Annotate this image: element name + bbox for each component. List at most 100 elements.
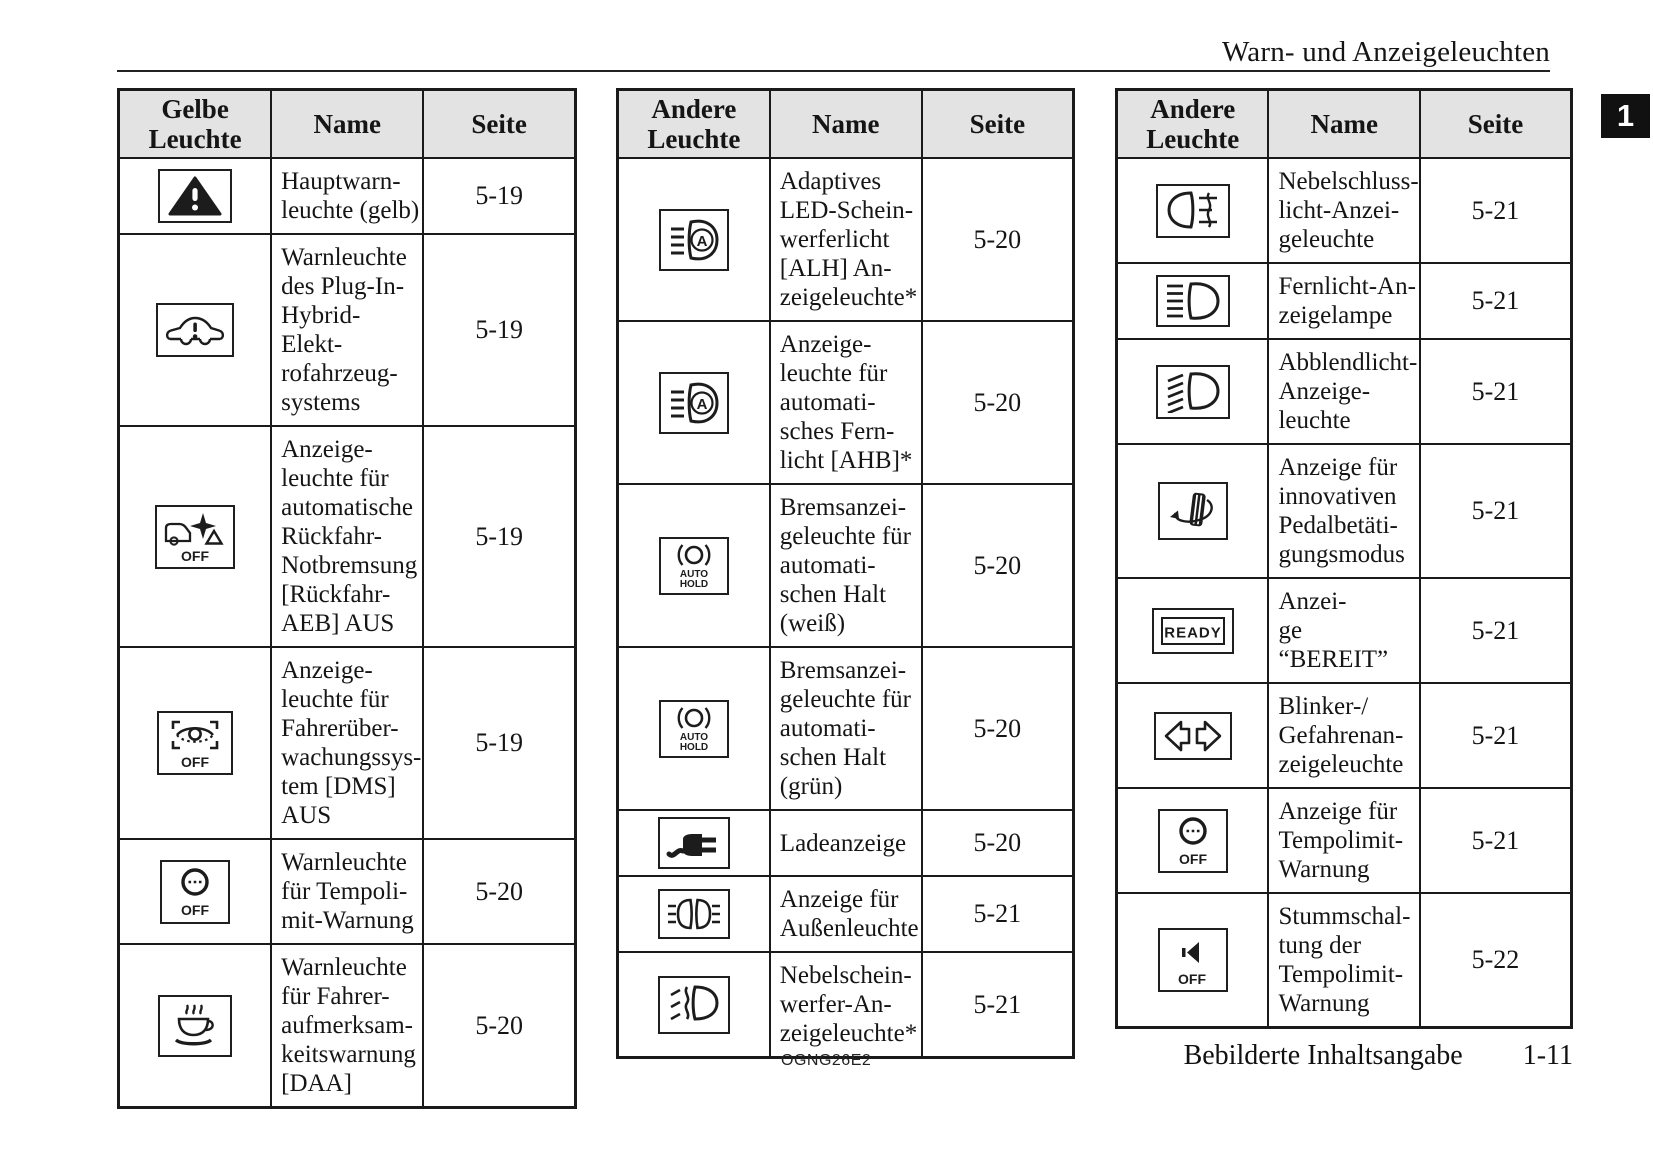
- rear-fog-light-icon: [1155, 183, 1230, 238]
- table-row: AUTO HOLD Bremsanzei- geleuchte für automa…: [616, 646, 1075, 811]
- svg-text:AUTO: AUTO: [680, 732, 708, 743]
- page-ref: 5-21: [1418, 577, 1573, 684]
- table-row: READY Anzei- ge “BEREIT” 5-21: [1115, 577, 1573, 684]
- lights-table: Andere Leuchte Name Seite Nebelschluss- lic…: [1115, 88, 1573, 1029]
- footer-section-label: Bebilderte Inhaltsangabe: [1183, 1040, 1463, 1071]
- table-row: Ladeanzeige 5-20: [616, 809, 1075, 877]
- icon-cell: [117, 157, 273, 235]
- icon-cell: [616, 809, 771, 877]
- page-ref: 5-20: [920, 809, 1075, 877]
- other-lights-table-right: Andere Leuchte Name Seite Nebelschluss- lic…: [1115, 88, 1573, 1029]
- table-row: Abblendlicht- Anzeige- leuchte 5-21: [1115, 338, 1573, 445]
- icon-cell: [616, 875, 771, 953]
- light-name: Warnleuchte für Fahrer- aufmerksam- keit…: [270, 943, 425, 1109]
- pedal-mode-icon: [1157, 482, 1228, 540]
- page-ref: 5-20: [920, 646, 1075, 811]
- page-ref: 5-21: [1418, 787, 1573, 894]
- svg-text:OFF: OFF: [181, 902, 209, 918]
- lights-table: Andere Leuchte Name Seite A Adaptives LED-Sc…: [616, 88, 1075, 1059]
- icon-cell: [1115, 262, 1270, 340]
- page-title: Warn- und Anzeigeleuchten: [1222, 36, 1550, 68]
- icon-cell: [616, 951, 771, 1059]
- page-ref: 5-21: [1418, 157, 1573, 264]
- other-lights-table-left: Andere Leuchte Name Seite A Adaptives LED-Sc…: [616, 88, 1075, 1059]
- svg-text:OFF: OFF: [181, 754, 209, 769]
- icon-cell: OFF: [1115, 892, 1270, 1029]
- light-name: Anzeige- leuchte für automatische Rückfa…: [270, 425, 425, 648]
- page-ref: 5-21: [1418, 338, 1573, 445]
- light-name: Stummschal- tung der Tempolimit- Warnung: [1267, 892, 1421, 1029]
- light-name: Fernlicht-An- zeigelampe: [1267, 262, 1421, 340]
- svg-text:AUTO: AUTO: [680, 569, 708, 580]
- table-row: Warnleuchte für Fahrer- aufmerksam- keit…: [117, 943, 577, 1109]
- table-row: Blinker-/ Gefahrenan- zeigeleuchte 5-21: [1115, 682, 1573, 789]
- table-row: Anzeige für Außenleuchte 5-21: [616, 875, 1075, 953]
- high-beam-icon: [1155, 275, 1230, 327]
- column-header: Andere Leuchte: [1115, 88, 1270, 159]
- icon-cell: OFF: [117, 425, 273, 648]
- light-name: Blinker-/ Gefahrenan- zeigeleuchte: [1267, 682, 1421, 789]
- page-ref: 5-21: [920, 951, 1075, 1059]
- svg-text:OFF: OFF: [181, 548, 209, 563]
- column-header: Seite: [920, 88, 1075, 159]
- svg-text:OFF: OFF: [1178, 971, 1206, 986]
- speed-limit-warning-off-icon: OFF: [160, 859, 231, 924]
- page-ref: 5-21: [1418, 262, 1573, 340]
- front-fog-light-icon: [657, 975, 730, 1034]
- phev-warning-icon: [156, 303, 235, 357]
- svg-text:OFF: OFF: [1179, 851, 1207, 867]
- column-header: Name: [270, 88, 425, 159]
- table-row: A Anzeige- leuchte für automati- sches Fe…: [616, 320, 1075, 485]
- icon-cell: [117, 233, 273, 427]
- header-row: Gelbe Leuchte Name Seite: [117, 88, 577, 159]
- light-name: Warnleuchte für Tempoli- mit-Warnung: [270, 838, 425, 945]
- svg-text:HOLD: HOLD: [680, 579, 708, 589]
- footer-page-number: 1-11: [1522, 1040, 1573, 1071]
- icon-cell: A: [616, 320, 771, 485]
- icon-cell: [117, 943, 273, 1109]
- header-row: Andere Leuchte Name Seite: [1115, 88, 1573, 159]
- page-ref: 5-22: [1418, 892, 1573, 1029]
- page-ref: 5-20: [920, 320, 1075, 485]
- table-row: OFF Anzeige für Tempolimit- Warnung 5-21: [1115, 787, 1573, 894]
- table-row: A Adaptives LED-Schein- werferlicht [ALH]…: [616, 157, 1075, 322]
- table-row: Hauptwarn- leuchte (gelb) 5-19: [117, 157, 577, 235]
- light-name: Ladeanzeige: [768, 809, 923, 877]
- svg-text:A: A: [696, 233, 707, 250]
- table-row: OFF Anzeige- leuchte für automatische Rüc…: [117, 425, 577, 648]
- chapter-tab-1: 1: [1601, 94, 1650, 138]
- icon-cell: [1115, 443, 1270, 579]
- speed-limit-warning-off-icon: OFF: [1157, 808, 1228, 873]
- lights-table: Gelbe Leuchte Name Seite Hauptwarn- leuchte…: [117, 88, 577, 1109]
- icon-cell: AUTO HOLD: [616, 483, 771, 648]
- ready-indicator-icon: READY: [1151, 607, 1234, 654]
- light-name: Anzeige- leuchte für Fahrerüber- wachung…: [270, 646, 425, 840]
- light-name: Hauptwarn- leuchte (gelb): [270, 157, 425, 235]
- table-row: Nebelschluss- licht-Anzei- geleuchte 5-21: [1115, 157, 1573, 264]
- svg-text:HOLD: HOLD: [680, 742, 708, 752]
- page-ref: 5-20: [920, 157, 1075, 322]
- column-header: Seite: [422, 88, 577, 159]
- daa-cup-icon: [158, 994, 233, 1057]
- page-ref: 5-20: [422, 838, 577, 945]
- light-name: Anzei- ge “BEREIT”: [1267, 577, 1421, 684]
- page-ref: 5-21: [1418, 443, 1573, 579]
- icon-cell: OFF: [117, 646, 273, 840]
- column-header: Seite: [1418, 88, 1573, 159]
- turn-signal-icon: [1153, 711, 1232, 760]
- svg-text:READY: READY: [1164, 624, 1222, 641]
- table-row: AUTO HOLD Bremsanzei- geleuchte für automa…: [616, 483, 1075, 648]
- icon-cell: AUTO HOLD: [616, 646, 771, 811]
- exterior-lights-icon: [657, 889, 730, 939]
- footer: Bebilderte Inhaltsangabe 1-11: [1184, 1040, 1573, 1072]
- icon-cell: OFF: [1115, 787, 1270, 894]
- column-header: Name: [1267, 88, 1421, 159]
- icon-cell: A: [616, 157, 771, 322]
- auto-hold-white-icon: AUTO HOLD: [658, 536, 729, 595]
- table-row: Warnleuchte des Plug-In- Hybrid-Elekt- r…: [117, 233, 577, 427]
- icon-cell: READY: [1115, 577, 1270, 684]
- main-warning-light-icon: [158, 169, 233, 223]
- rear-aeb-off-icon: OFF: [155, 504, 236, 569]
- auto-hold-green-icon: AUTO HOLD: [658, 699, 729, 758]
